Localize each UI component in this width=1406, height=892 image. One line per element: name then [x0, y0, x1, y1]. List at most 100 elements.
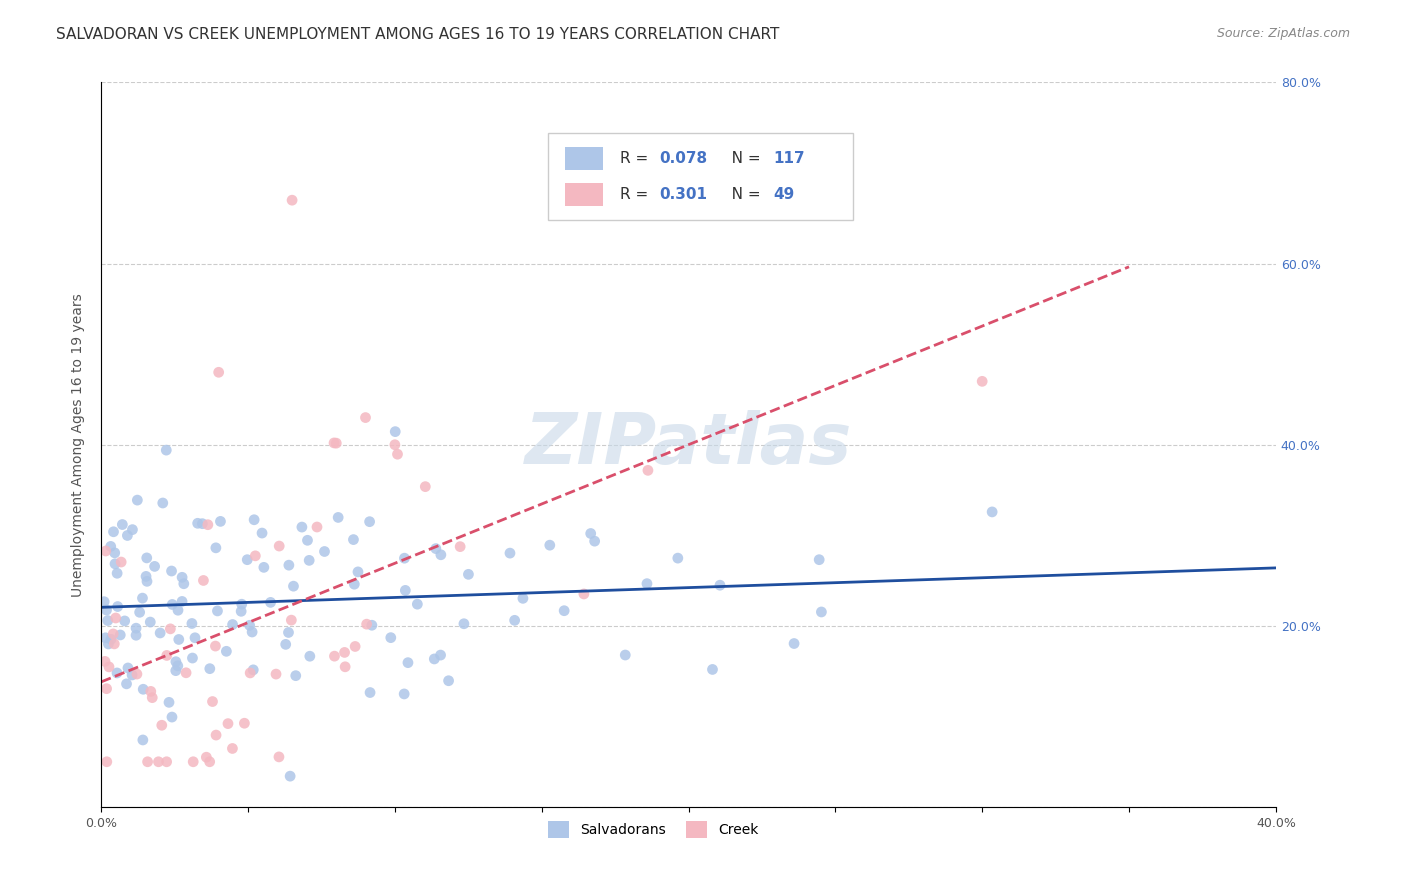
Point	[155, 443, 177, 458]
Point	[583, 534, 606, 549]
Point	[972, 375, 994, 389]
Text: N =: N =	[717, 187, 765, 202]
Point	[93, 595, 115, 609]
Point	[344, 640, 367, 654]
Point	[243, 513, 266, 527]
Y-axis label: Unemployment Among Ages 16 to 19 years: Unemployment Among Ages 16 to 19 years	[72, 293, 86, 597]
Point	[156, 648, 179, 663]
Point	[149, 626, 172, 640]
Point	[208, 365, 231, 379]
Point	[425, 541, 447, 556]
Point	[291, 520, 314, 534]
Point	[181, 651, 204, 665]
Point	[162, 598, 184, 612]
Point	[121, 668, 143, 682]
Point	[342, 533, 364, 547]
Text: 49: 49	[773, 187, 794, 202]
Point	[347, 565, 370, 579]
Point	[104, 557, 127, 571]
Point	[159, 622, 181, 636]
Point	[387, 447, 409, 461]
Point	[135, 550, 157, 565]
Point	[406, 597, 429, 611]
Point	[205, 728, 228, 742]
Point	[240, 625, 263, 640]
Point	[110, 555, 132, 569]
Point	[143, 559, 166, 574]
Point	[111, 517, 134, 532]
Point	[499, 546, 522, 560]
Point	[94, 654, 117, 668]
Point	[215, 644, 238, 658]
Point	[572, 587, 595, 601]
Point	[981, 505, 1004, 519]
Point	[343, 577, 366, 591]
Point	[110, 628, 132, 642]
Point	[333, 660, 356, 674]
Point	[614, 648, 637, 662]
Point	[233, 716, 256, 731]
Point	[115, 677, 138, 691]
Point	[239, 618, 262, 632]
Point	[198, 662, 221, 676]
Point	[423, 652, 446, 666]
Point	[457, 567, 479, 582]
Point	[298, 553, 321, 567]
Point	[242, 663, 264, 677]
Point	[333, 645, 356, 659]
FancyBboxPatch shape	[547, 133, 853, 220]
Point	[184, 631, 207, 645]
Point	[221, 741, 243, 756]
Point	[239, 665, 262, 680]
Point	[165, 664, 187, 678]
Point	[394, 583, 416, 598]
Point	[128, 605, 150, 619]
Point	[132, 682, 155, 697]
Point	[157, 695, 180, 709]
Point	[127, 493, 149, 508]
Text: ZIPatlas: ZIPatlas	[524, 410, 852, 479]
Point	[97, 614, 120, 628]
Point	[187, 516, 209, 531]
Point	[231, 597, 253, 611]
Point	[96, 755, 118, 769]
Point	[328, 510, 350, 524]
Point	[136, 574, 159, 589]
Point	[160, 710, 183, 724]
Point	[100, 540, 122, 554]
FancyBboxPatch shape	[565, 183, 603, 206]
Point	[236, 552, 259, 566]
Point	[637, 463, 659, 477]
Text: SALVADORAN VS CREEK UNEMPLOYMENT AMONG AGES 16 TO 19 YEARS CORRELATION CHART: SALVADORAN VS CREEK UNEMPLOYMENT AMONG A…	[56, 27, 779, 42]
Point	[217, 716, 239, 731]
Point	[396, 656, 419, 670]
Point	[135, 569, 157, 583]
Point	[503, 613, 526, 627]
Point	[283, 579, 305, 593]
Text: 117: 117	[773, 151, 804, 166]
Point	[284, 668, 307, 682]
Point	[167, 603, 190, 617]
Point	[221, 617, 243, 632]
Point	[269, 539, 291, 553]
Point	[205, 541, 228, 555]
Point	[538, 538, 561, 552]
Point	[429, 648, 451, 662]
Point	[253, 560, 276, 574]
Point	[359, 515, 381, 529]
Text: 0.078: 0.078	[659, 151, 707, 166]
Text: R =: R =	[620, 187, 654, 202]
Point	[131, 591, 153, 606]
Point	[121, 523, 143, 537]
Point	[107, 599, 129, 614]
Point	[453, 616, 475, 631]
Legend: Salvadorans, Creek: Salvadorans, Creek	[543, 815, 765, 844]
Point	[579, 526, 602, 541]
Point	[104, 611, 127, 625]
FancyBboxPatch shape	[565, 147, 603, 170]
Point	[173, 576, 195, 591]
Point	[100, 632, 122, 647]
Point	[165, 655, 187, 669]
Point	[702, 662, 724, 676]
Point	[117, 661, 139, 675]
